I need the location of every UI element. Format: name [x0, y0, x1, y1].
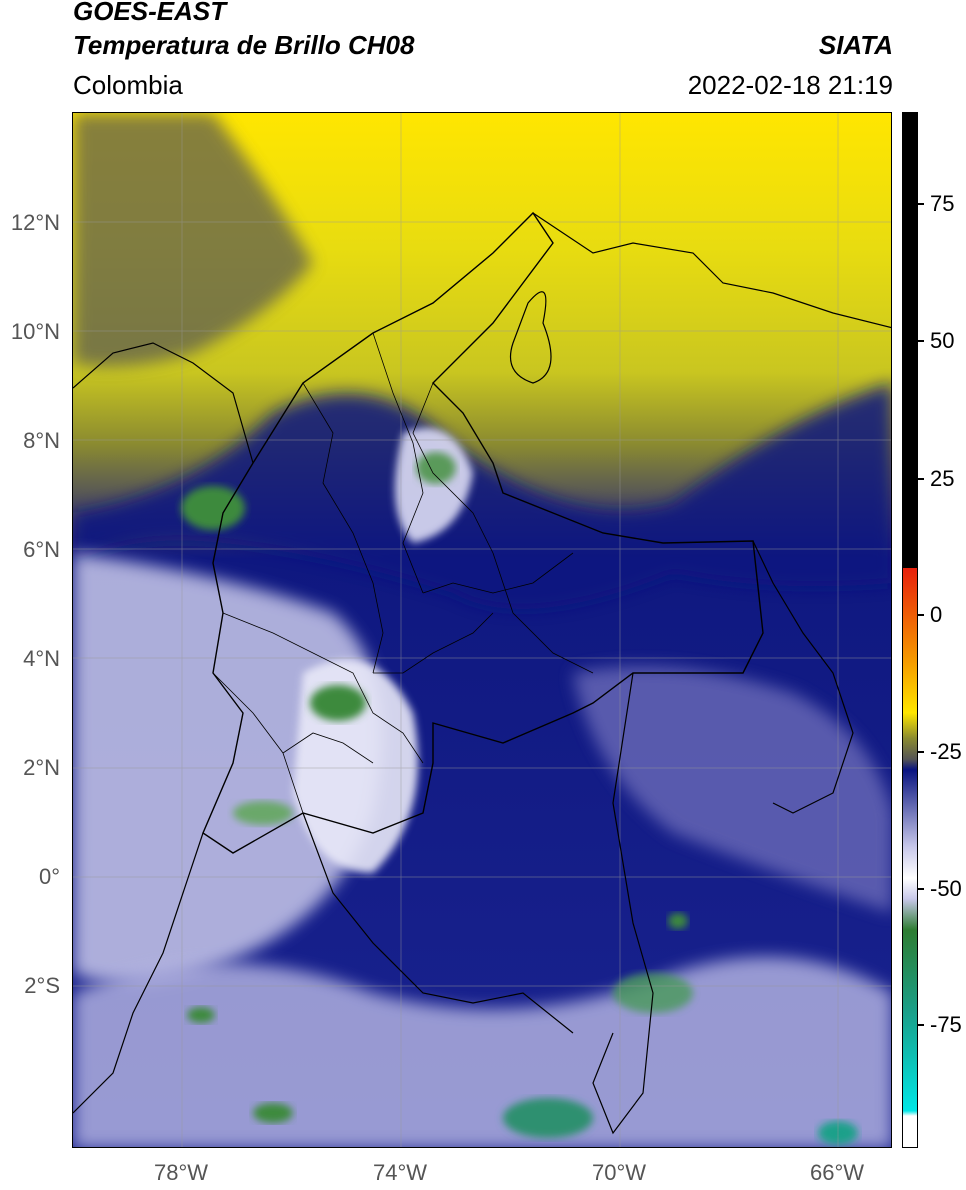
lon-label: 66°W	[809, 1160, 865, 1185]
colorbar-tick	[918, 1024, 924, 1026]
lat-label: 2°S	[24, 973, 60, 998]
colorbar-tick	[918, 614, 924, 616]
colorbar-label: 0	[930, 602, 943, 627]
lon-label: 74°W	[372, 1160, 428, 1185]
colorbar-tick	[918, 340, 924, 342]
colorbar-tick	[918, 478, 924, 480]
lat-label: 4°N	[23, 646, 60, 671]
lat-label: 12°N	[10, 210, 60, 235]
timestamp-label: 2022-02-18 21:19	[687, 70, 893, 100]
colorbar-label: 75	[930, 191, 955, 216]
lat-label: 6°N	[23, 537, 60, 562]
lat-label: 8°N	[23, 428, 60, 453]
colorbar-label: -75	[930, 1012, 962, 1037]
region-label: Colombia	[73, 70, 183, 100]
colorbar-label: -50	[930, 876, 962, 901]
satellite-map[interactable]	[72, 112, 892, 1148]
colorbar-label: 25	[930, 466, 955, 491]
colorbar	[902, 112, 918, 1148]
colorbar-tick	[918, 203, 924, 205]
lat-label: 0°	[38, 864, 60, 889]
colorbar-label: -25	[930, 739, 962, 764]
colorbar-label: 50	[930, 328, 955, 353]
agency-label: SIATA	[818, 30, 893, 60]
colorbar-tick	[918, 751, 924, 753]
lat-label: 2°N	[23, 755, 60, 780]
lon-label: 70°W	[591, 1160, 647, 1185]
lon-label: 78°W	[153, 1160, 209, 1185]
product-title: Temperatura de Brillo CH08	[73, 30, 415, 60]
satellite-title: GOES-EAST	[73, 0, 227, 26]
lat-label: 10°N	[10, 319, 60, 344]
colorbar-tick	[918, 888, 924, 890]
map-image	[73, 113, 891, 1147]
